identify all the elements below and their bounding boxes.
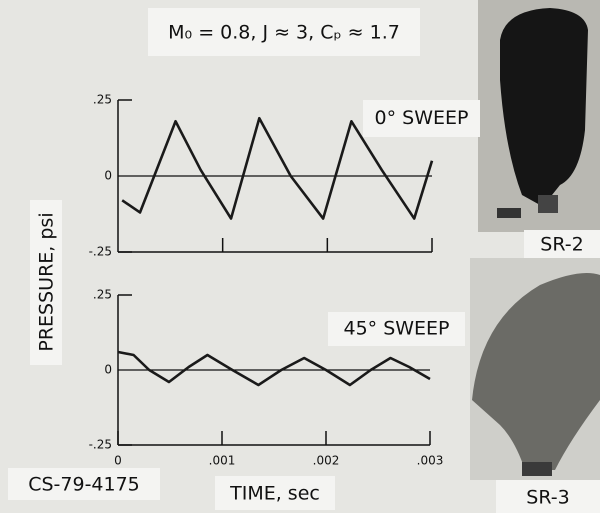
figure-id: CS-79-4175 <box>28 474 140 496</box>
annotation: 0° SWEEP <box>375 107 469 129</box>
y-tick-label: 0 <box>104 363 112 377</box>
photo-label: SR-3 <box>526 487 569 509</box>
y-tick-label: 0 <box>104 169 112 183</box>
chart-title: M₀ = 0.8, J ≈ 3, Cₚ ≈ 1.7 <box>168 22 400 44</box>
y-axis-label: PRESSURE, psi <box>36 212 58 351</box>
y-tick-label: -.25 <box>89 245 112 259</box>
photo-label: SR-2 <box>540 234 583 256</box>
x-axis-label: TIME, sec <box>229 483 320 505</box>
x-tick-label: .001 <box>209 454 236 468</box>
y-tick-label: .25 <box>93 93 112 107</box>
x-tick-label: 0 <box>114 454 122 468</box>
y-tick-label: .25 <box>93 288 112 302</box>
x-tick-label: .002 <box>313 454 340 468</box>
y-tick-label: -.25 <box>89 438 112 452</box>
figure: SR-2 SR-3 M₀ = 0.8, J ≈ 3, Cₚ ≈ 1.7 CS-7… <box>0 0 600 513</box>
annotation: 45° SWEEP <box>343 318 449 340</box>
hub-sr2 <box>538 195 558 213</box>
hub-sr3 <box>522 462 552 476</box>
scale-sr2 <box>497 208 521 218</box>
x-tick-label: .003 <box>417 454 444 468</box>
